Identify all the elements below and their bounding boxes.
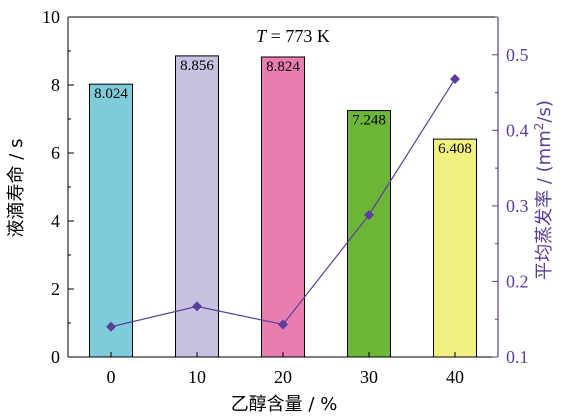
y2-title-main: 平均蒸发率 / (mm	[534, 130, 555, 280]
y-tick-label: 2	[51, 279, 60, 299]
line-marker-20	[278, 319, 288, 330]
y2-title-tail: /s)	[534, 100, 555, 122]
y-tick-label: 0	[51, 347, 60, 367]
bar-data-label: 6.408	[438, 141, 472, 157]
bar-20	[261, 56, 305, 358]
y-tick-label: 6	[51, 143, 60, 163]
annotation-value: = 773 K	[266, 26, 330, 46]
annotation-symbol: T	[256, 26, 268, 46]
y-tick-label: 4	[51, 211, 60, 231]
x-tick-label: 10	[188, 367, 206, 387]
bar-data-label: 8.856	[180, 58, 214, 74]
temperature-annotation: T = 773 K	[256, 26, 330, 46]
bar-10	[175, 55, 219, 358]
bar-data-label: 8.824	[266, 59, 300, 75]
axes: 0 2 4 6 8 10 0.1 0.2 0.3 0.4 0.5 0 10 20 30 40	[42, 7, 529, 387]
x-axis-title: 乙醇含量 / %	[231, 394, 338, 415]
y2-tick-label: 0.4	[506, 120, 529, 140]
y-tick-label: 8	[51, 75, 60, 95]
y-tick-label: 10	[42, 7, 60, 27]
x-tick-label: 30	[360, 367, 378, 387]
bar-0	[89, 83, 133, 358]
bar-data-label: 8.024	[94, 86, 128, 102]
x-tick-label: 20	[274, 367, 292, 387]
line-marker-40	[450, 73, 460, 84]
y-axis-title: 液滴寿命 / s	[6, 139, 27, 238]
line-marker-30	[364, 209, 374, 220]
line-marker-10	[192, 301, 202, 312]
bar-group: 8.024 8.856 8.824 7.248 6.408	[89, 55, 477, 358]
bar-40	[433, 138, 477, 358]
line-series-group	[106, 73, 460, 332]
x-tick-label: 40	[446, 367, 464, 387]
bar-data-label: 7.248	[352, 113, 386, 129]
y2-title-sup: 2	[532, 123, 546, 131]
y2-tick-label: 0.2	[506, 271, 529, 291]
x-tick-label: 0	[107, 367, 116, 387]
y2-tick-label: 0.5	[506, 45, 529, 65]
y2-tick-label: 0.3	[506, 196, 529, 216]
y2-axis-title: 平均蒸发率 / (mm2/s)	[532, 100, 555, 280]
y2-tick-label: 0.1	[506, 347, 529, 367]
line-marker-0	[106, 321, 116, 332]
